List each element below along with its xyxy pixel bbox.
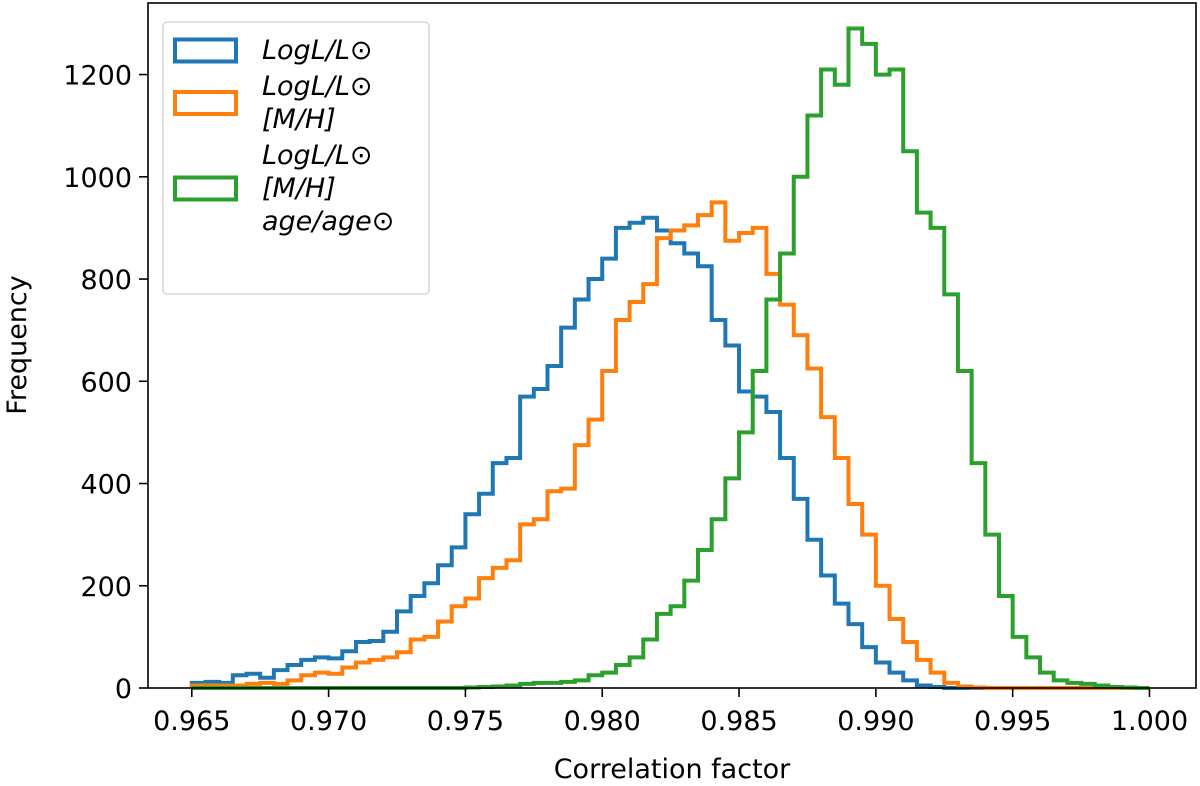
y-tick-label: 1000 [63, 163, 132, 194]
y-tick-label: 400 [80, 470, 132, 501]
x-tick-label: 0.990 [837, 706, 914, 737]
x-tick-label: 1.000 [1111, 706, 1188, 737]
x-tick-label: 0.965 [153, 706, 230, 737]
y-tick-label: 0 [115, 674, 132, 705]
legend-patch-series-2 [173, 90, 238, 116]
legend-patch-series-3 [173, 175, 238, 202]
series-2-histogram [189, 200, 1150, 690]
legend-label-series-3: LogL/L⊙ [M/H] age/age⊙ [262, 140, 394, 237]
legend-label-series-1: LogL/L⊙ [262, 35, 373, 66]
y-tick-label: 800 [80, 265, 132, 296]
y-tick-label: 200 [80, 572, 132, 603]
legend: LogL/L⊙ LogL/L⊙ [M/H]LogL/L⊙ [M/H] age/age⊙ [162, 21, 430, 295]
x-tick-label: 0.975 [427, 706, 504, 737]
x-tick-label: 0.980 [564, 706, 641, 737]
legend-patch-series-1 [173, 37, 238, 64]
x-tick-label: 0.995 [974, 706, 1051, 737]
y-axis: 0 200 400 600 800 1000 1200 [63, 61, 148, 705]
x-tick-label: 0.970 [290, 706, 367, 737]
y-axis-label: Frequency [2, 275, 33, 415]
x-axis-label: Correlation factor [554, 754, 791, 785]
series-1-histogram [189, 215, 1150, 690]
x-tick-label: 0.985 [700, 706, 777, 737]
x-axis: 0.965 0.970 0.975 0.980 0.985 0.990 0.995 1.000 [153, 688, 1188, 737]
plot-frame [147, 2, 1197, 689]
y-tick-label: 1200 [63, 61, 132, 92]
y-tick-label: 600 [80, 367, 132, 398]
legend-label-series-2: LogL/L⊙ [M/H] [262, 71, 373, 135]
